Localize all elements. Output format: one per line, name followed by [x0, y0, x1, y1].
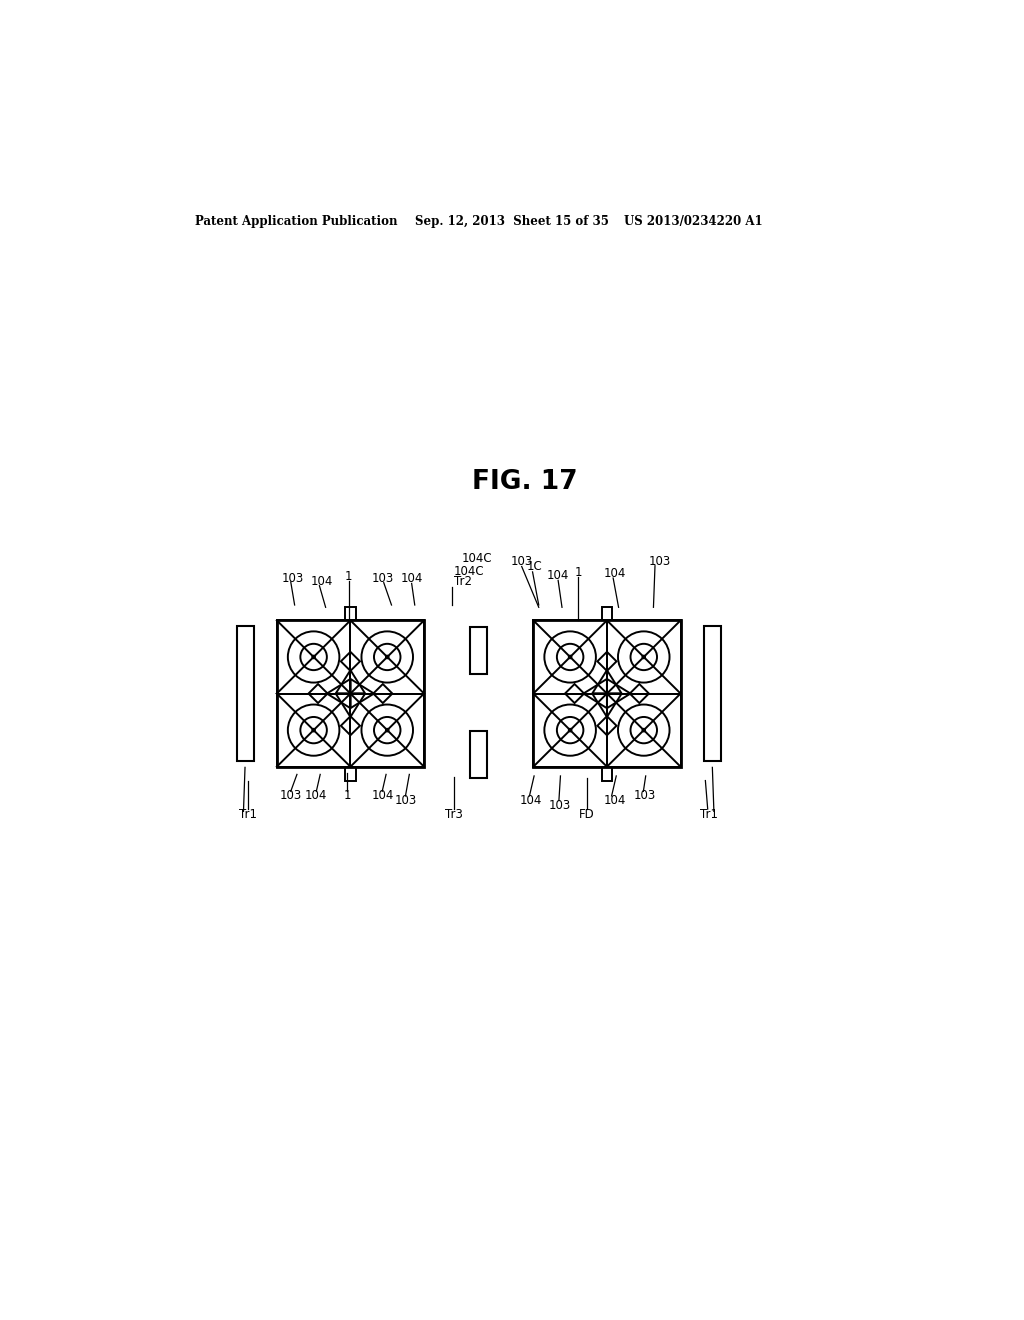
Text: 104: 104 — [372, 789, 394, 803]
Text: 104C: 104C — [454, 565, 484, 578]
Text: US 2013/0234220 A1: US 2013/0234220 A1 — [624, 215, 763, 228]
Text: 1: 1 — [345, 570, 352, 583]
Text: 103: 103 — [372, 572, 393, 585]
Text: 103: 103 — [634, 789, 656, 803]
Bar — [703, 626, 721, 762]
Text: FIG. 17: FIG. 17 — [472, 469, 578, 495]
Bar — [607, 620, 681, 693]
Bar — [345, 607, 356, 620]
Text: FD: FD — [579, 808, 595, 821]
Text: 103: 103 — [549, 799, 571, 812]
Bar — [601, 767, 612, 780]
Text: Tr2: Tr2 — [454, 576, 471, 589]
Text: 103: 103 — [649, 554, 671, 568]
Text: 1: 1 — [574, 566, 582, 579]
Bar — [534, 620, 607, 693]
Text: Tr1: Tr1 — [700, 808, 718, 821]
Bar — [237, 626, 254, 762]
Bar — [276, 693, 350, 767]
Text: Tr1: Tr1 — [240, 808, 257, 821]
Bar — [350, 620, 424, 693]
Bar — [276, 620, 350, 693]
Bar — [345, 767, 356, 780]
Text: 104: 104 — [547, 569, 569, 582]
Text: 104: 104 — [604, 795, 627, 807]
Circle shape — [641, 655, 646, 659]
Text: Tr3: Tr3 — [444, 808, 463, 821]
Bar — [534, 693, 607, 767]
Circle shape — [311, 655, 316, 659]
Text: 104: 104 — [604, 566, 627, 579]
Text: 104: 104 — [305, 789, 327, 803]
Text: 104: 104 — [400, 573, 423, 585]
Circle shape — [641, 727, 646, 733]
Bar — [470, 627, 487, 675]
Text: Sep. 12, 2013  Sheet 15 of 35: Sep. 12, 2013 Sheet 15 of 35 — [415, 215, 608, 228]
Bar — [607, 693, 681, 767]
Text: Patent Application Publication: Patent Application Publication — [196, 215, 398, 228]
Text: 1C: 1C — [526, 560, 542, 573]
Text: 103: 103 — [282, 572, 304, 585]
Text: 104: 104 — [520, 795, 543, 807]
Circle shape — [385, 727, 389, 733]
Bar — [276, 620, 424, 767]
Bar — [470, 730, 487, 779]
Circle shape — [568, 655, 572, 659]
Bar — [601, 607, 612, 620]
Circle shape — [385, 655, 389, 659]
Text: 103: 103 — [280, 789, 302, 803]
Circle shape — [311, 727, 316, 733]
Text: 103: 103 — [511, 554, 534, 568]
Text: 1: 1 — [344, 789, 351, 803]
Bar — [350, 693, 424, 767]
Text: 104: 104 — [311, 574, 333, 587]
Text: 104C: 104C — [461, 552, 492, 565]
Bar — [534, 620, 681, 767]
Circle shape — [568, 727, 572, 733]
Text: 103: 103 — [394, 795, 417, 807]
